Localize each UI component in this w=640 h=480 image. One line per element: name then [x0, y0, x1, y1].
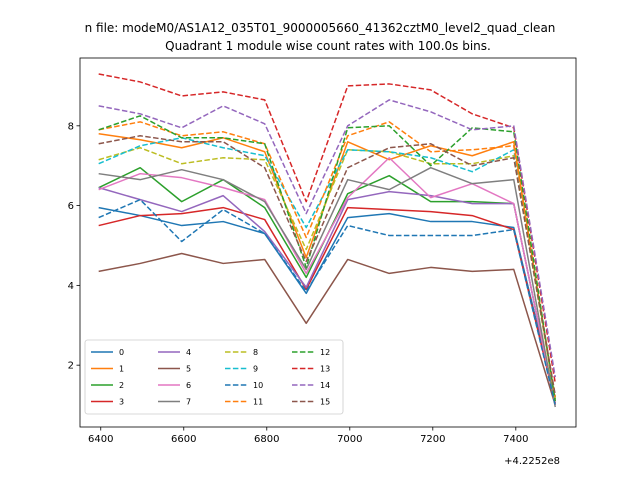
legend-label-9: 9 [253, 365, 258, 374]
series-line-4 [98, 186, 556, 406]
series-line-11 [98, 121, 556, 398]
series-line-13 [98, 73, 556, 384]
legend-box [84, 339, 344, 415]
legend-label-1: 1 [119, 365, 124, 374]
legend-label-5: 5 [186, 365, 191, 374]
series-line-14 [98, 99, 556, 378]
x-tick-label-6600: 6600 [171, 434, 196, 445]
series-line-9 [98, 137, 556, 398]
plot-area: 6400 6600 6800 7000 7200 74002468012345678910… [68, 57, 577, 445]
legend-label-0: 0 [119, 348, 124, 357]
legend-label-12: 12 [320, 348, 330, 357]
y-tick-label-6: 6 [68, 201, 74, 212]
series-line-0 [98, 206, 556, 400]
series-line-10 [98, 198, 556, 406]
legend-label-4: 4 [186, 348, 191, 357]
axes-frame [79, 57, 577, 428]
series-line-3 [98, 206, 556, 404]
legend-label-11: 11 [253, 398, 263, 407]
legend-label-6: 6 [186, 381, 191, 390]
figure-suptitle: n file: modeM0/AS1A12_035T01_9000005660_… [85, 21, 556, 35]
legend-label-3: 3 [119, 398, 124, 407]
legend-label-7: 7 [186, 398, 191, 407]
x-tick-label-7000: 7000 [337, 434, 362, 445]
y-tick-label-2: 2 [68, 361, 74, 372]
y-tick-label-8: 8 [68, 121, 74, 132]
legend-label-15: 15 [320, 398, 330, 407]
legend-label-10: 10 [253, 381, 263, 390]
legend-label-13: 13 [320, 365, 330, 374]
x-offset-text: +4.2252e8 [504, 456, 560, 467]
x-tick-label-6800: 6800 [254, 434, 279, 445]
y-tick-label-4: 4 [68, 281, 74, 292]
legend-label-14: 14 [320, 381, 330, 390]
x-tick-label-6400: 6400 [88, 434, 113, 445]
series-line-6 [98, 156, 556, 406]
series-line-5 [98, 252, 556, 406]
series-line-15 [98, 135, 556, 396]
chart-title: Quadrant 1 module wise count rates with … [165, 39, 491, 53]
legend-label-8: 8 [253, 348, 258, 357]
x-tick-label-7200: 7200 [420, 434, 445, 445]
legend-label-2: 2 [119, 381, 124, 390]
x-tick-label-7400: 7400 [503, 434, 528, 445]
series-line-7 [98, 166, 556, 408]
